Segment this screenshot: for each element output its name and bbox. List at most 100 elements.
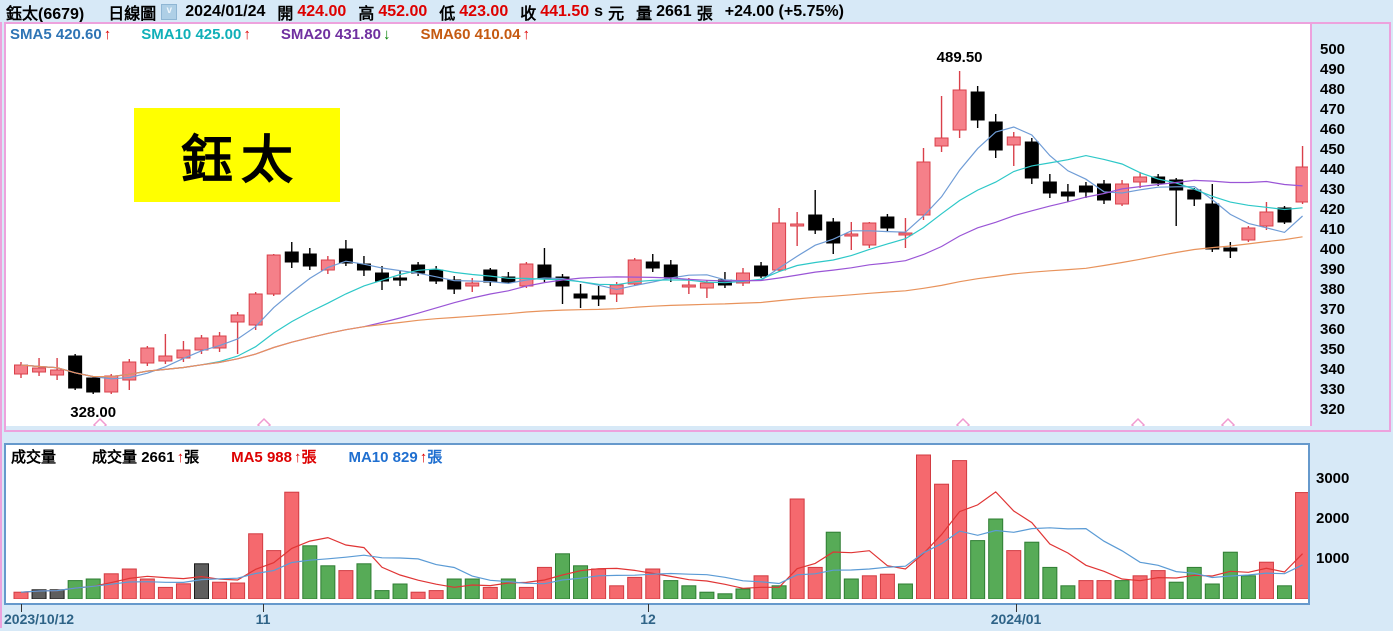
sma20-down-arrow-icon: ↓ xyxy=(382,26,391,43)
volume-bar xyxy=(1078,580,1094,599)
price-axis-label: 460 xyxy=(1320,121,1346,138)
volume-bar xyxy=(1186,566,1202,599)
price-axis: 500 490 480 470 460 450 440 430 420 410 400 390 380 3… xyxy=(1312,24,1389,426)
volume-bar xyxy=(843,578,859,599)
volume-bar xyxy=(1240,575,1256,599)
volume-ma5-unit: 張 xyxy=(301,449,317,466)
period-marker-icon xyxy=(1130,417,1146,426)
price-axis-label: 450 xyxy=(1320,141,1346,158)
period-marker-icon xyxy=(92,417,108,426)
volume-bar xyxy=(771,585,787,599)
volume-bar xyxy=(1042,566,1058,599)
candle-body xyxy=(591,295,606,300)
volume-unit: 張 xyxy=(696,5,713,23)
volume-ma5-value: 988 xyxy=(266,449,292,466)
close-label: 收 xyxy=(520,5,537,23)
volume-bar xyxy=(1132,575,1148,599)
volume-bar xyxy=(157,586,173,599)
price-axis-label: 470 xyxy=(1320,101,1346,118)
stock-watermark-label: 鈺太 xyxy=(134,108,340,202)
volume-bar xyxy=(248,533,264,599)
sma10-line xyxy=(20,154,1303,378)
sma60-line xyxy=(20,236,1303,378)
candle-body xyxy=(230,314,245,323)
volume-bar xyxy=(970,540,986,599)
chart-type-dropdown-icon[interactable]: v xyxy=(161,3,178,20)
volume-current-unit: 張 xyxy=(184,449,200,466)
candlestick-chart xyxy=(14,71,1308,426)
time-axis-tick xyxy=(1016,604,1017,612)
price-axis-label: 410 xyxy=(1320,221,1346,238)
volume-bar xyxy=(212,581,228,599)
low-price-annotation: 328.00 xyxy=(70,404,117,421)
candle-body xyxy=(862,222,877,246)
time-axis-label: 2023/10/12 xyxy=(4,611,75,627)
price-axis-label: 400 xyxy=(1320,241,1346,258)
candle-body xyxy=(952,89,967,131)
volume-chart xyxy=(13,454,1308,599)
high-price-annotation: 489.50 xyxy=(936,49,983,66)
candle-body xyxy=(1205,203,1220,250)
volume-bar xyxy=(410,591,426,599)
candle-body xyxy=(1295,166,1308,203)
volume-bar xyxy=(1295,492,1308,599)
volume-ma5-label: MA5 xyxy=(231,449,263,466)
close-value: 441.50 xyxy=(540,2,590,20)
candle-body xyxy=(826,221,841,244)
volume-bar xyxy=(663,580,679,599)
sma60-up-arrow-icon: ↑ xyxy=(522,26,531,43)
period-marker-icon xyxy=(256,417,272,426)
volume-bar xyxy=(392,583,408,599)
quote-date: 2024/01/24 xyxy=(185,2,266,20)
volume-current-indicator: 成交量 2661 ↑張 xyxy=(92,446,199,467)
volume-bar xyxy=(681,585,697,599)
volume-bar xyxy=(1096,580,1112,599)
volume-ma10-indicator: MA10 829 ↑張 xyxy=(348,446,442,467)
price-axis-label: 430 xyxy=(1320,181,1346,198)
volume-bar xyxy=(879,573,895,599)
volume-bar xyxy=(230,582,246,599)
volume-bar xyxy=(861,575,877,599)
candle-body xyxy=(14,364,28,375)
open-label: 開 xyxy=(277,5,294,23)
volume-bar xyxy=(952,460,968,599)
price-axis-label: 370 xyxy=(1320,301,1346,318)
time-axis-label: 11 xyxy=(255,611,271,627)
time-axis-label: 12 xyxy=(640,611,656,627)
candle-body xyxy=(1078,185,1093,193)
chart-type-label: 日線圖 xyxy=(108,5,157,23)
volume-panel: 成交量 成交量 2661 ↑張 MA5 988 ↑張 MA10 829 ↑張 xyxy=(4,443,1310,605)
price-axis-label: 500 xyxy=(1320,41,1346,58)
candle-body xyxy=(627,259,642,285)
volume-ma10-up-arrow-icon: ↑ xyxy=(419,449,428,466)
sma10-indicator: SMA10 425.00 ↑ xyxy=(141,26,251,43)
price-chart-panel: SMA5 420.60 ↑ SMA10 425.00 ↑ SMA20 431.80 ↓… xyxy=(4,22,1391,432)
candle-body xyxy=(465,282,480,287)
candle-body xyxy=(1042,181,1057,194)
sma10-value: 425.00 xyxy=(195,26,242,43)
volume-bar xyxy=(446,578,462,599)
volume-bar xyxy=(374,590,390,599)
period-marker-icon xyxy=(955,417,971,426)
stock-name: 鈺太(6679) xyxy=(6,5,85,23)
sma5-up-arrow-icon: ↑ xyxy=(103,26,112,43)
candle-body xyxy=(772,222,787,271)
candle-body xyxy=(266,254,281,295)
volume-current-label: 成交量 xyxy=(92,449,138,466)
volume-bar xyxy=(49,589,65,599)
volume-bar xyxy=(518,586,534,599)
volume-current-value: 2661 xyxy=(141,449,175,466)
price-axis-label: 480 xyxy=(1320,81,1346,98)
volume-bar xyxy=(916,454,931,599)
volume-bar xyxy=(1168,581,1184,599)
candle-body xyxy=(790,223,805,227)
volume-bar xyxy=(627,576,643,599)
volume-bar xyxy=(121,568,137,599)
candle-body xyxy=(663,264,678,279)
candle-body xyxy=(158,355,173,362)
volume-ma5-up-arrow-icon: ↑ xyxy=(293,449,302,466)
sma5-value: 420.60 xyxy=(55,26,102,43)
candle-body xyxy=(934,137,949,147)
candle-body xyxy=(68,355,83,389)
candle-body xyxy=(1060,191,1075,197)
